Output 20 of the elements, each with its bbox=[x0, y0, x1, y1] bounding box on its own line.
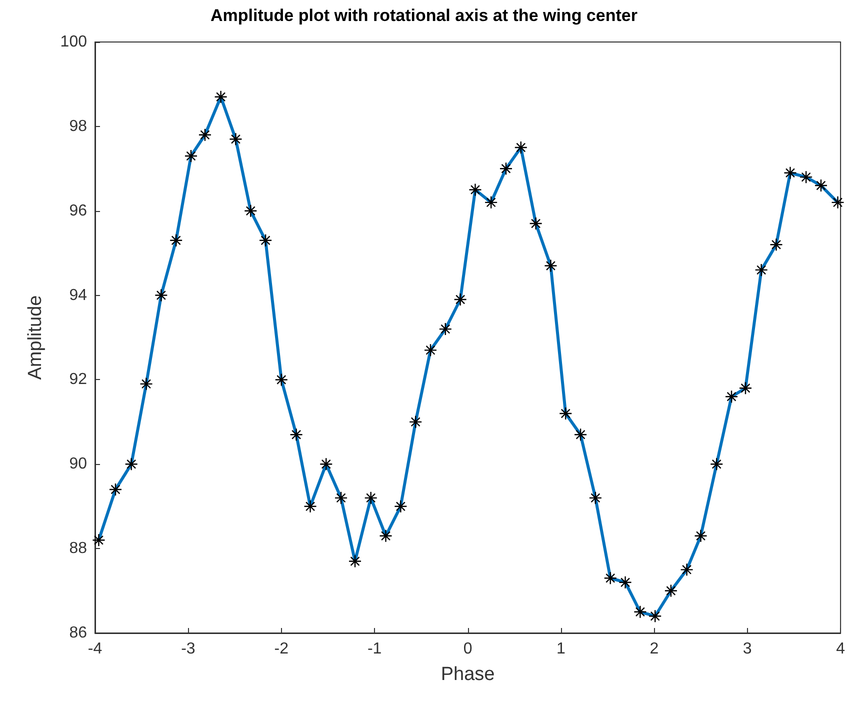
y-tick-label: 100 bbox=[60, 34, 88, 50]
y-tick-label: 90 bbox=[69, 456, 88, 473]
y-tick-label: 86 bbox=[69, 624, 88, 642]
x-tick-label: 1 bbox=[556, 640, 566, 658]
chart-title: Amplitude plot with rotational axis at the wing center bbox=[210, 6, 638, 25]
x-tick-label: 3 bbox=[742, 640, 752, 658]
x-tick-label: -2 bbox=[274, 640, 289, 658]
x-axis-title: Phase bbox=[440, 664, 495, 685]
y-tick-label: 96 bbox=[69, 202, 88, 220]
x-tick-label: 0 bbox=[463, 640, 472, 658]
y-axis-title: Amplitude bbox=[25, 295, 46, 380]
x-tick-label: -1 bbox=[367, 640, 382, 658]
y-tick-label: 92 bbox=[69, 371, 88, 388]
y-tick-label: 94 bbox=[69, 286, 88, 304]
x-tick-label: -4 bbox=[88, 640, 102, 658]
x-tick-label: 4 bbox=[836, 640, 846, 658]
y-tick-label: 98 bbox=[69, 118, 88, 135]
x-tick-label: 2 bbox=[650, 640, 659, 658]
y-tick-label: 88 bbox=[69, 540, 88, 558]
x-tick-label: -3 bbox=[181, 640, 196, 658]
